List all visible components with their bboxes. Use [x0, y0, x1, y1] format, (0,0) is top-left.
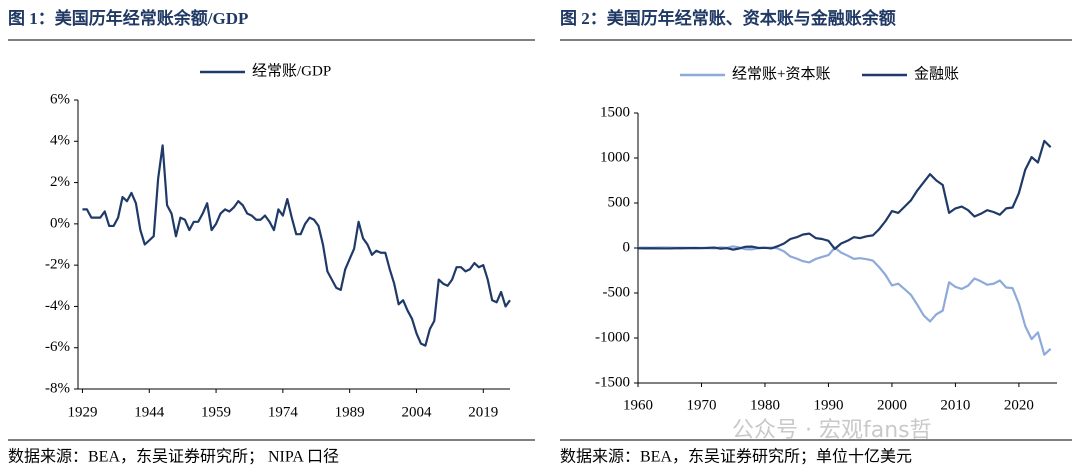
y-tick-label: 2% — [50, 174, 70, 190]
x-tick-label: 1974 — [268, 404, 299, 420]
y-tick-label: 4% — [50, 133, 70, 149]
y-tick-label: -4% — [45, 298, 70, 314]
x-tick-label: 2020 — [1004, 397, 1034, 413]
y-tick-label: -1000 — [595, 329, 630, 345]
x-tick-label: 2010 — [940, 397, 970, 413]
y-tick-label: -500 — [603, 284, 631, 300]
legend-label: 经常账+资本账 — [732, 65, 830, 82]
x-tick-label: 2004 — [401, 404, 432, 420]
y-tick-label: -6% — [45, 339, 70, 355]
series-line — [82, 144, 511, 347]
x-tick-label: 2019 — [468, 404, 498, 420]
legend-label: 金融账 — [914, 65, 959, 82]
y-tick-label: 0% — [50, 215, 70, 231]
y-tick-label: -2% — [45, 257, 70, 273]
source-note: 数据来源：BEA，东吴证券研究所； NIPA 口径 — [8, 448, 339, 466]
x-tick-label: 1989 — [335, 404, 365, 420]
x-tick-label: 1970 — [686, 397, 716, 413]
x-tick-label: 2000 — [877, 397, 907, 413]
source-note: 数据来源：BEA，东吴证券研究所；单位十亿美元 — [560, 448, 912, 466]
x-tick-label: 1960 — [623, 397, 653, 413]
series-line — [637, 245, 1052, 356]
y-tick-label: -8% — [45, 380, 70, 396]
series-line — [637, 139, 1052, 251]
x-tick-label: 1980 — [750, 397, 780, 413]
watermark: 公众号 · 宏观fans哲 — [732, 418, 932, 443]
y-tick-label: 1500 — [600, 104, 630, 120]
y-tick-label: 0 — [623, 239, 631, 255]
chart-title: 图 2：美国历年经常账、资本账与金融账余额 — [560, 8, 896, 28]
y-tick-label: 1000 — [600, 149, 630, 165]
x-tick-label: 1944 — [134, 404, 165, 420]
y-tick-label: 500 — [608, 194, 631, 210]
legend-label: 经常账/GDP — [252, 62, 331, 79]
chart-title: 图 1：美国历年经常账余额/GDP — [8, 8, 248, 28]
x-tick-label: 1959 — [201, 404, 231, 420]
y-tick-label: 6% — [50, 91, 70, 107]
x-tick-label: 1990 — [813, 397, 843, 413]
y-tick-label: -1500 — [595, 374, 630, 390]
x-tick-label: 1929 — [67, 404, 97, 420]
